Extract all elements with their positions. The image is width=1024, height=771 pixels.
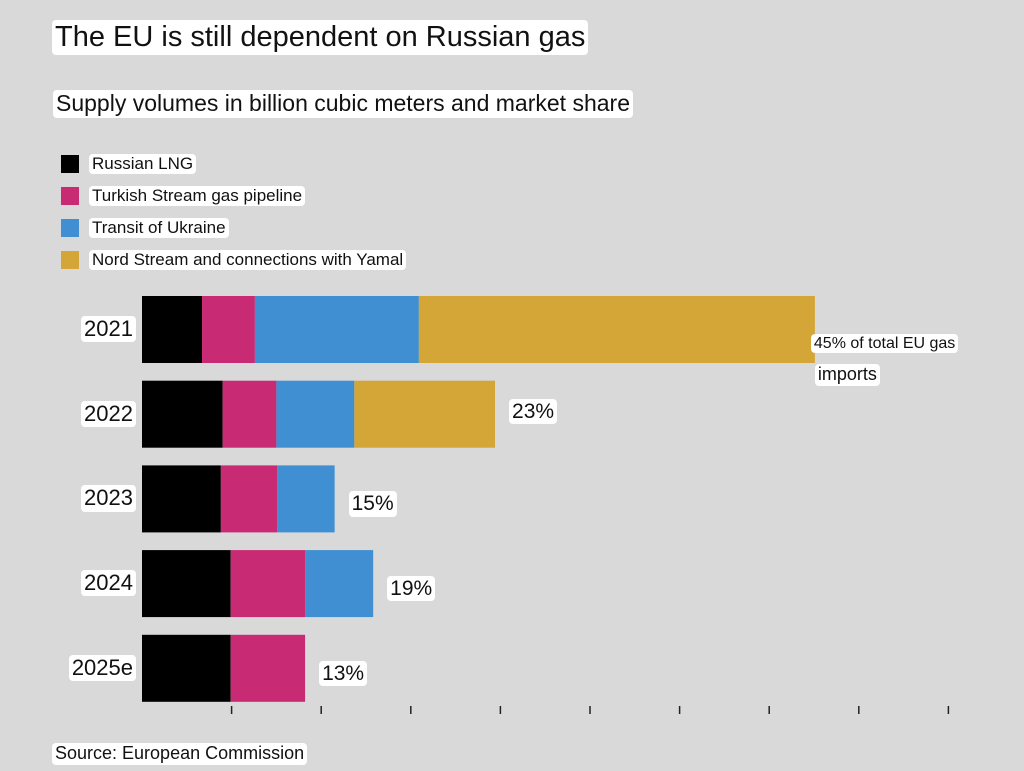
data-label: 19% — [387, 576, 436, 602]
data-label: 45% of total EU gas — [810, 334, 959, 354]
legend-label: Nord Stream and connections with Yamal — [89, 249, 407, 271]
category-label: 2025e — [68, 654, 136, 682]
bar-segment — [354, 380, 496, 448]
bar-segment — [277, 465, 335, 533]
legend-item: Turkish Stream gas pipeline — [61, 184, 306, 208]
data-label: imports — [814, 364, 880, 386]
legend-item: Nord Stream and connections with Yamal — [61, 248, 407, 272]
legend-swatch — [61, 187, 79, 205]
chart-subtitle: Supply volumes in billion cubic meters a… — [53, 90, 633, 118]
bar-segment — [222, 380, 277, 448]
legend-item: Transit of Ukraine — [61, 216, 229, 240]
bar-segment — [230, 634, 306, 702]
legend-swatch — [61, 155, 79, 173]
bar-segment — [142, 634, 231, 702]
chart-title: The EU is still dependent on Russian gas — [52, 20, 589, 55]
bar-segment — [202, 296, 255, 363]
legend-swatch — [61, 251, 79, 269]
data-label: 23% — [509, 398, 558, 424]
category-label: 2021 — [81, 316, 136, 343]
bar-segment — [276, 380, 355, 448]
legend-label: Russian LNG — [89, 153, 197, 175]
bar-segment — [142, 380, 223, 448]
bar-segment — [142, 296, 203, 363]
bar-segment — [142, 550, 231, 618]
bar-segment — [418, 296, 815, 363]
legend-item: Russian LNG — [61, 152, 197, 176]
bar-segment — [230, 550, 306, 618]
source-note: Source: European Commission — [52, 743, 308, 765]
category-label: 2023 — [81, 485, 136, 512]
data-label: 13% — [319, 660, 368, 686]
bar-segment — [305, 550, 374, 618]
bar-segment — [220, 465, 278, 533]
legend-label: Transit of Ukraine — [89, 217, 229, 239]
category-label: 2022 — [81, 400, 136, 428]
legend-swatch — [61, 219, 79, 237]
bar-segment — [254, 296, 419, 363]
data-label: 15% — [348, 491, 397, 517]
category-label: 2024 — [81, 570, 136, 597]
bar-segment — [142, 465, 221, 533]
legend-label: Turkish Stream gas pipeline — [89, 185, 306, 207]
